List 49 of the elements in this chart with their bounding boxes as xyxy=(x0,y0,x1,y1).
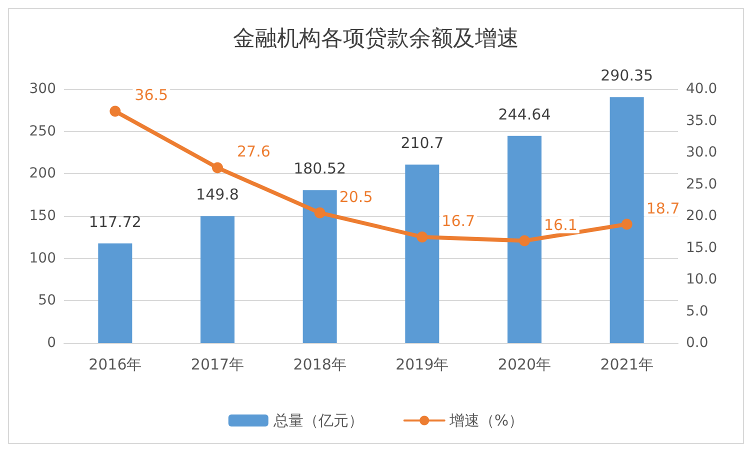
data-label: 16.1 xyxy=(544,216,578,234)
data-label: 18.7 xyxy=(646,199,680,218)
point xyxy=(314,207,326,218)
data-label: 149.8 xyxy=(196,186,239,204)
y-tick-label: 250 xyxy=(29,123,56,140)
point xyxy=(416,231,428,242)
x-tick-label: 2018年 xyxy=(293,356,346,374)
chart-title: 金融机构各项贷款余额及增速 xyxy=(233,26,519,52)
y-tick-label: 100 xyxy=(29,250,56,266)
bar xyxy=(98,243,132,343)
point xyxy=(519,235,530,246)
data-label: 244.64 xyxy=(498,105,551,124)
x-tick-label: 2021年 xyxy=(600,356,654,374)
y2-tick-label: 30.0 xyxy=(686,144,718,160)
point xyxy=(110,106,121,117)
y2-tick-label: 35.0 xyxy=(686,112,718,129)
x-tick-label: 2020年 xyxy=(498,356,552,374)
data-label: 20.5 xyxy=(339,188,373,206)
y2-tick-label: 25.0 xyxy=(686,176,718,192)
legend-label: 增速（%） xyxy=(448,412,524,430)
x-tick-label: 2016年 xyxy=(88,356,142,374)
y-tick-label: 0 xyxy=(47,335,56,351)
data-label: 210.7 xyxy=(400,134,444,152)
y2-tick-label: 15.0 xyxy=(686,240,718,256)
bar xyxy=(200,216,234,343)
legend-label: 总量（亿元） xyxy=(272,412,364,430)
y-tick-label: 200 xyxy=(29,166,56,182)
data-label: 290.35 xyxy=(600,66,654,85)
y-tick-label: 300 xyxy=(29,81,56,97)
bar xyxy=(405,164,440,343)
y2-tick-label: 20.0 xyxy=(686,208,718,224)
x-tick-label: 2019年 xyxy=(396,356,449,374)
x-tick-label: 2017年 xyxy=(190,356,244,374)
y2-tick-label: 10.0 xyxy=(686,272,718,288)
bar xyxy=(508,136,542,343)
data-label: 180.52 xyxy=(294,160,346,178)
y2-tick-label: 40.0 xyxy=(686,81,718,97)
point xyxy=(621,218,632,230)
y-tick-label: 150 xyxy=(29,208,56,224)
data-label: 36.5 xyxy=(134,86,168,104)
data-label: 27.6 xyxy=(237,142,270,161)
bar xyxy=(610,97,644,343)
y-tick-label: 50 xyxy=(38,292,56,309)
data-label: 16.7 xyxy=(442,212,476,230)
data-label: 117.72 xyxy=(88,212,142,231)
bar xyxy=(302,190,337,343)
y2-tick-label: 5.0 xyxy=(686,303,708,320)
point xyxy=(212,162,223,174)
y2-tick-label: 0.0 xyxy=(686,335,708,351)
